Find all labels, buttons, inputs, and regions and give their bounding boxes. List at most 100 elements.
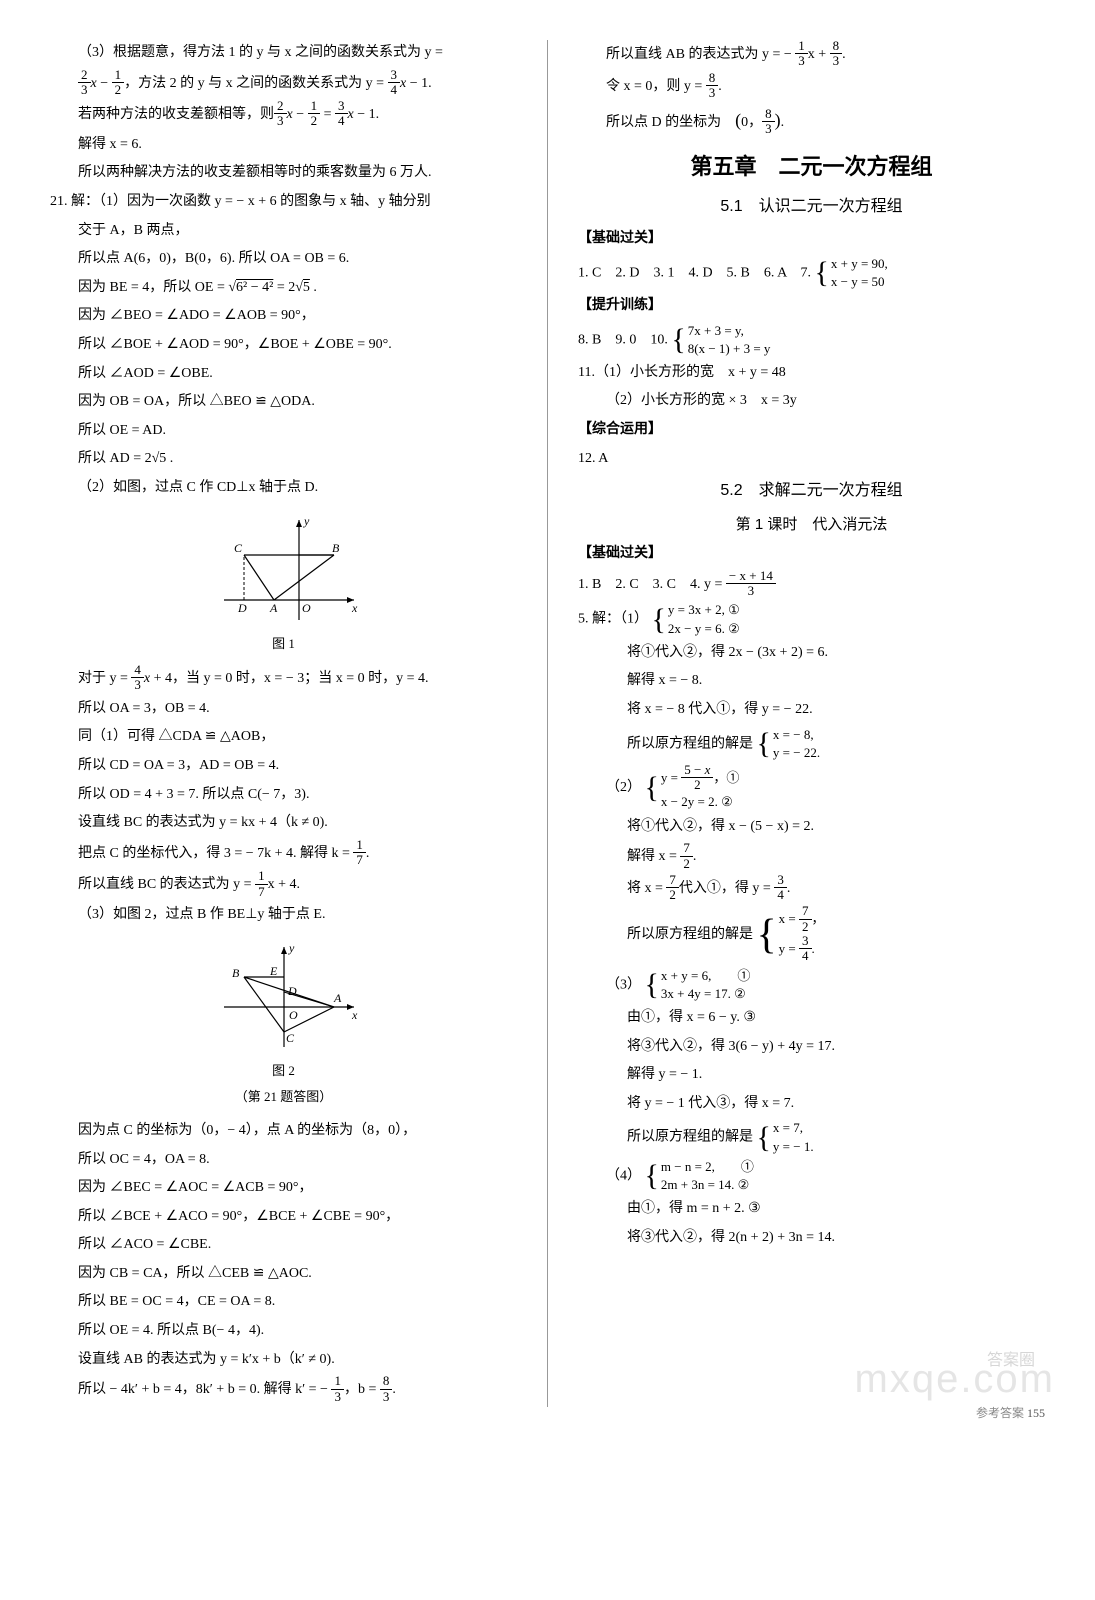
text-line: 解得 x = 72. [578, 842, 1045, 872]
answer-line: 8. B 9. 0 10. {7x + 3 = y,8(x − 1) + 3 =… [578, 322, 1045, 358]
text: 8. B 9. 0 10. [578, 332, 671, 347]
text-line: 所以 OA = 3，OB = 4. [50, 696, 517, 723]
fraction: 12 [112, 68, 125, 98]
eq-bot: x − y = 50 [831, 273, 888, 291]
frac-den: 3 [726, 584, 776, 598]
figure-2: y x O A B C D E 图 2 （第 21 题答图） [50, 937, 517, 1110]
text: 所以原方程组的解是 [627, 736, 753, 751]
text-line: 所以原方程组的解是 {x = − 8,y = − 22. [578, 726, 1045, 762]
fraction: 13 [331, 1374, 344, 1404]
svg-text:y: y [288, 941, 295, 955]
eq-top: 7x + 3 = y, [688, 322, 771, 340]
text-line: 将 y = − 1 代入③，得 x = 7. [578, 1091, 1045, 1118]
text-line: 所以 − 4k′ + b = 4，8k′ + b = 0. 解得 k′ = − … [50, 1375, 517, 1405]
text: 解得 x = [627, 849, 680, 864]
text-line: 把点 C 的坐标代入，得 3 = − 7k + 4. 解得 k = 17. [50, 839, 517, 869]
text-line: 因为 BE = 4，所以 OE = √6² − 4² = 2√5 . [50, 275, 517, 302]
figure-2-subcaption: （第 21 题答图） [50, 1085, 517, 1110]
text-line: 交于 A，B 两点， [50, 218, 517, 245]
frac-num: − x + 14 [726, 569, 776, 584]
text-line: 将③代入②，得 2(n + 2) + 3n = 14. [578, 1225, 1045, 1252]
brace-system: {7x + 3 = y,8(x − 1) + 3 = y [671, 322, 770, 358]
eq-top: x = 72， [779, 905, 825, 935]
text-line: 因为 OB = OA，所以 △BEO ≌ △ODA. [50, 389, 517, 416]
fraction: 72 [666, 873, 679, 903]
text-line: 因为 ∠BEC = ∠AOC = ∠ACB = 90°， [50, 1175, 517, 1202]
eq-bot: 2m + 3n = 14. ② [661, 1176, 754, 1194]
svg-text:B: B [232, 966, 240, 980]
text-line: 所以 OE = AD. [50, 418, 517, 445]
eq-top: x + y = 6, ① [661, 967, 750, 985]
text: ，方法 2 的 y 与 x 之间的函数关系式为 y = [124, 76, 387, 91]
text-line: 21. 解：（1）因为一次函数 y = − x + 6 的图象与 x 轴、y 轴… [50, 189, 517, 216]
text-line: 23x − 12，方法 2 的 y 与 x 之间的函数关系式为 y = 34x … [50, 69, 517, 99]
text-line: 所以直线 AB 的表达式为 y = − 13x + 83. [578, 40, 1045, 70]
text-line: （3）如图 2，过点 B 作 BE⊥y 轴于点 E. [50, 902, 517, 929]
text-line: 所以 ∠BCE + ∠ACO = 90°，∠BCE + ∠CBE = 90°， [50, 1204, 517, 1231]
answer-line: （2）小长方形的宽 × 3 x = 3y [578, 388, 1045, 415]
answer-line: 12. A [578, 446, 1045, 473]
text-line: 将①代入②，得 2x − (3x + 2) = 6. [578, 640, 1045, 667]
tag-comp: 【综合运用】 [578, 417, 1045, 444]
brace-system: {x = − 8,y = − 22. [757, 726, 821, 762]
fraction: 13 [795, 39, 808, 69]
text-line: 所以 ∠ACO = ∠CBE. [50, 1232, 517, 1259]
text-line: 所以 OE = 4. 所以点 B(− 4，4). [50, 1318, 517, 1345]
fraction: 34 [799, 934, 812, 964]
text-line: 因为点 C 的坐标为（0，− 4），点 A 的坐标为（8，0）， [50, 1118, 517, 1145]
text-line: 所以原方程组的解是 { x = 72， y = 34. [578, 905, 1045, 964]
text-line: 若两种方法的收支差额相等，则23x − 12 = 34x − 1. [50, 100, 517, 130]
svg-text:x: x [351, 601, 358, 615]
text: （4） [606, 1168, 641, 1183]
svg-text:C: C [234, 541, 243, 555]
answer-line: 1. B 2. C 3. C 4. y = − x + 143 [578, 570, 1045, 600]
brace-system: {x + y = 90,x − y = 50 [814, 255, 887, 291]
fraction: 83 [380, 1374, 393, 1404]
figure-1: y x O A D C B 图 1 [50, 510, 517, 657]
text-line: 所以 ∠BOE + ∠AOD = 90°，∠BOE + ∠OBE = 90°. [50, 332, 517, 359]
brace-system: {x = 7,y = − 1. [757, 1119, 814, 1155]
eq-bot: x − 2y = 2. ② [661, 793, 739, 811]
fraction: 72 [680, 841, 693, 871]
svg-text:D: D [287, 984, 297, 998]
tag-train: 【提升训练】 [578, 293, 1045, 320]
figure-2-svg: y x O A B C D E [204, 937, 364, 1057]
text: （3）根据题意，得方法 1 的 y 与 x 之间的函数关系式为 y = [78, 45, 443, 60]
fraction: 83 [706, 71, 719, 101]
text: 对于 y = [78, 671, 131, 686]
eq-top: x = 7, [773, 1119, 814, 1137]
section-heading: 5.2 求解二元一次方程组 [578, 476, 1045, 506]
text-line: 所以 BE = OC = 4，CE = OA = 8. [50, 1289, 517, 1316]
text: （3） [606, 977, 641, 992]
brace-system: {x + y = 6, ①3x + 4y = 17. ② [645, 967, 751, 1003]
text: 令 x = 0，则 y = [606, 79, 706, 94]
eq-top: x = − 8, [773, 726, 820, 744]
text: 若两种方法的收支差额相等，则 [78, 107, 274, 122]
eq-top: y = 5 − x2，① [661, 764, 739, 794]
column-divider [547, 40, 548, 1407]
answer-line: （4） {m − n = 2, ①2m + 3n = 14. ② [578, 1158, 1045, 1194]
answer-line: （3） {x + y = 6, ①3x + 4y = 17. ② [578, 967, 1045, 1003]
brace-system: {m − n = 2, ①2m + 3n = 14. ② [645, 1158, 754, 1194]
text: 将 x = [627, 881, 666, 896]
text: y = [661, 770, 681, 785]
text-line: 所以 CD = OA = 3，AD = OB = 4. [50, 753, 517, 780]
svg-text:O: O [289, 1008, 298, 1022]
text-line: 令 x = 0，则 y = 83. [578, 72, 1045, 102]
text: x = [779, 911, 799, 926]
brace-system: { x = 72， y = 34. [757, 905, 825, 964]
text: 所以原方程组的解是 [627, 927, 753, 942]
svg-text:y: y [303, 514, 310, 528]
svg-text:A: A [333, 991, 342, 1005]
text-line: 同（1）可得 △CDA ≌ △AOB， [50, 724, 517, 751]
fraction: 23 [274, 99, 287, 129]
text-line: 所以两种解决方法的收支差额相等时的乘客数量为 6 万人. [50, 160, 517, 187]
text: 把点 C 的坐标代入，得 3 = − 7k + 4. 解得 k = [78, 846, 353, 861]
text: x + 4. [268, 877, 300, 892]
text-line: 将③代入②，得 3(6 − y) + 4y = 17. [578, 1034, 1045, 1061]
eq-bot: y = − 1. [773, 1138, 814, 1156]
text-line: 由①，得 m = n + 2. ③ [578, 1196, 1045, 1223]
fraction: 17 [353, 838, 366, 868]
text-line: 所以 OC = 4，OA = 8. [50, 1147, 517, 1174]
text-line: 设直线 BC 的表达式为 y = kx + 4（k ≠ 0). [50, 810, 517, 837]
